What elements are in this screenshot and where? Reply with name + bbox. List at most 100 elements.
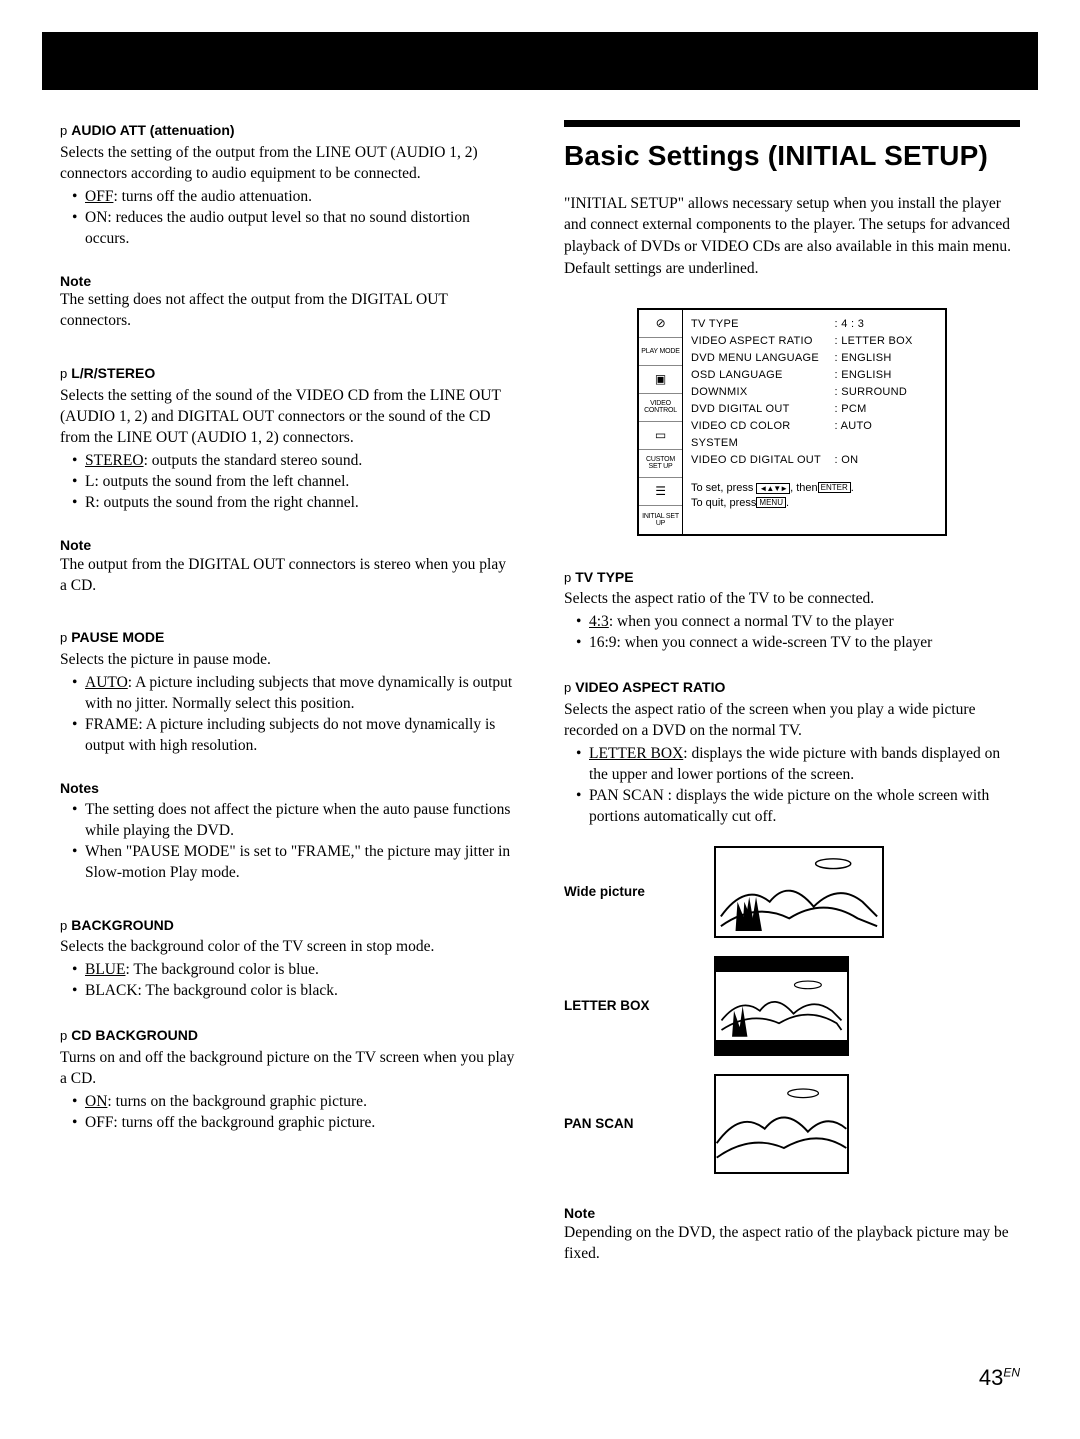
background-section: p BACKGROUND Selects the background color… — [60, 916, 516, 1003]
menu-row: DVD MENU LANGUAGE: ENGLISH — [691, 350, 937, 367]
note-heading: Note — [60, 536, 516, 555]
tab-custom-setup: CUSTOM SET UP — [639, 450, 682, 478]
list-item: OFF: turns off the background graphic pi… — [72, 1113, 516, 1134]
video-aspect-section: p VIDEO ASPECT RATIO Selects the aspect r… — [564, 678, 1020, 827]
letterbox-row: LETTER BOX — [564, 956, 1020, 1056]
lr-heading: L/R/STEREO — [71, 365, 155, 381]
menu-row: DOWNMIX: SURROUND — [691, 384, 937, 401]
p-marker: p — [60, 918, 67, 933]
p-marker: p — [564, 570, 571, 585]
p-marker: p — [60, 1028, 67, 1043]
lr-options: STEREO: outputs the standard stereo soun… — [60, 451, 516, 514]
menu-tabs: ⊘ PLAY MODE ▣ VIDEO CONTROL ▭ CUSTOM SET… — [639, 310, 683, 534]
bg-body: Selects the background color of the TV s… — [60, 937, 516, 958]
tab-icon: ☰ — [639, 478, 682, 506]
pause-body: Selects the picture in pause mode. — [60, 650, 516, 671]
content: p AUDIO ATT (attenuation) Selects the set… — [60, 120, 1020, 1264]
cdbg-heading: CD BACKGROUND — [71, 1027, 198, 1043]
osd-menu-screenshot: ⊘ PLAY MODE ▣ VIDEO CONTROL ▭ CUSTOM SET… — [637, 308, 947, 536]
cdbg-options: ON: turns on the background graphic pict… — [60, 1092, 516, 1134]
tab-icon: ⊘ — [639, 310, 682, 338]
menu-key-icon: MENU — [756, 497, 786, 508]
list-item: 16:9: when you connect a wide-screen TV … — [576, 633, 1020, 654]
panscan-illustration — [714, 1074, 849, 1174]
main-heading: Basic Settings (INITIAL SETUP) — [564, 137, 1020, 175]
list-item: BLUE: The background color is blue. — [72, 960, 516, 981]
right-column: Basic Settings (INITIAL SETUP) "INITIAL … — [564, 120, 1020, 1264]
p-marker: p — [60, 123, 67, 138]
arrows-icon: ◄▲▼► — [756, 483, 790, 494]
list-item: OFF: turns off the audio attenuation. — [72, 187, 516, 208]
p-marker: p — [60, 366, 67, 381]
cd-background-section: p CD BACKGROUND Turns on and off the back… — [60, 1026, 516, 1134]
list-item: AUTO: A picture including subjects that … — [72, 673, 516, 715]
header-black-band — [42, 32, 1038, 90]
audio-att-body: Selects the setting of the output from t… — [60, 143, 516, 185]
p-marker: p — [564, 680, 571, 695]
tv-type-section: p TV TYPE Selects the aspect ratio of the… — [564, 568, 1020, 655]
tvtype-body: Selects the aspect ratio of the TV to be… — [564, 589, 1020, 610]
note-text: The setting does not affect the output f… — [60, 290, 516, 332]
menu-instructions: To set, press ◄▲▼►, thenENTER. To quit, … — [691, 477, 937, 511]
note-heading: Note — [60, 272, 516, 291]
list-item: FRAME: A picture including subjects do n… — [72, 715, 516, 757]
tab-initial-setup: INITIAL SET UP — [639, 506, 682, 534]
audio-att-options: OFF: turns off the audio attenuation. ON… — [60, 187, 516, 250]
lb-label: LETTER BOX — [564, 997, 694, 1015]
audio-att-section: p AUDIO ATT (attenuation) Selects the set… — [60, 121, 516, 332]
pause-mode-section: p PAUSE MODE Selects the picture in pause… — [60, 628, 516, 883]
list-item: PAN SCAN : displays the wide picture on … — [576, 786, 1020, 828]
notes-heading: Notes — [60, 779, 516, 798]
notes-list: The setting does not affect the picture … — [60, 800, 516, 884]
lr-stereo-section: p L/R/STEREO Selects the setting of the s… — [60, 364, 516, 596]
menu-row: TV TYPE: 4 : 3 — [691, 316, 937, 333]
list-item: When "PAUSE MODE" is set to "FRAME," the… — [72, 842, 516, 884]
note-text: The output from the DIGITAL OUT connecto… — [60, 555, 516, 597]
menu-row: VIDEO CD COLOR SYSTEM: AUTO — [691, 418, 937, 452]
enter-key-icon: ENTER — [818, 482, 851, 493]
panscan-row: PAN SCAN — [564, 1074, 1020, 1174]
cdbg-body: Turns on and off the background picture … — [60, 1048, 516, 1090]
list-item: R: outputs the sound from the right chan… — [72, 493, 516, 514]
letterbox-illustration — [714, 956, 849, 1056]
lr-body: Selects the setting of the sound of the … — [60, 386, 516, 449]
var-body: Selects the aspect ratio of the screen w… — [564, 700, 1020, 742]
wide-picture-row: Wide picture — [564, 846, 1020, 938]
var-options: LETTER BOX: displays the wide picture wi… — [564, 744, 1020, 828]
tab-icon: ▣ — [639, 366, 682, 394]
tab-play-mode: PLAY MODE — [639, 338, 682, 366]
menu-row: OSD LANGUAGE: ENGLISH — [691, 367, 937, 384]
menu-row: VIDEO ASPECT RATIO: LETTER BOX — [691, 333, 937, 350]
intro-text: "INITIAL SETUP" allows necessary setup w… — [564, 193, 1020, 280]
list-item: BLACK: The background color is black. — [72, 981, 516, 1002]
ps-label: PAN SCAN — [564, 1115, 694, 1133]
page-number: 43EN — [979, 1365, 1020, 1391]
note-text: Depending on the DVD, the aspect ratio o… — [564, 1223, 1020, 1265]
var-heading: VIDEO ASPECT RATIO — [575, 679, 725, 695]
list-item: L: outputs the sound from the left chann… — [72, 472, 516, 493]
list-item: 4:3: when you connect a normal TV to the… — [576, 612, 1020, 633]
heading-rule — [564, 120, 1020, 127]
audio-att-heading: AUDIO ATT (attenuation) — [71, 122, 234, 138]
note-heading: Note — [564, 1204, 1020, 1223]
list-item: STEREO: outputs the standard stereo soun… — [72, 451, 516, 472]
pause-heading: PAUSE MODE — [71, 629, 164, 645]
wide-picture-illustration — [714, 846, 884, 938]
list-item: ON: reduces the audio output level so th… — [72, 208, 516, 250]
list-item: LETTER BOX: displays the wide picture wi… — [576, 744, 1020, 786]
menu-row: DVD DIGITAL OUT: PCM — [691, 401, 937, 418]
tab-video-control: VIDEO CONTROL — [639, 394, 682, 422]
tab-icon: ▭ — [639, 422, 682, 450]
pause-options: AUTO: A picture including subjects that … — [60, 673, 516, 757]
bg-options: BLUE: The background color is blue. BLAC… — [60, 960, 516, 1002]
left-column: p AUDIO ATT (attenuation) Selects the set… — [60, 120, 516, 1264]
wide-label: Wide picture — [564, 883, 694, 901]
list-item: The setting does not affect the picture … — [72, 800, 516, 842]
tvtype-heading: TV TYPE — [575, 569, 633, 585]
tvtype-options: 4:3: when you connect a normal TV to the… — [564, 612, 1020, 654]
menu-main: TV TYPE: 4 : 3 VIDEO ASPECT RATIO: LETTE… — [683, 310, 945, 534]
list-item: ON: turns on the background graphic pict… — [72, 1092, 516, 1113]
p-marker: p — [60, 630, 67, 645]
bg-heading: BACKGROUND — [71, 917, 174, 933]
menu-row: VIDEO CD DIGITAL OUT: ON — [691, 452, 937, 469]
